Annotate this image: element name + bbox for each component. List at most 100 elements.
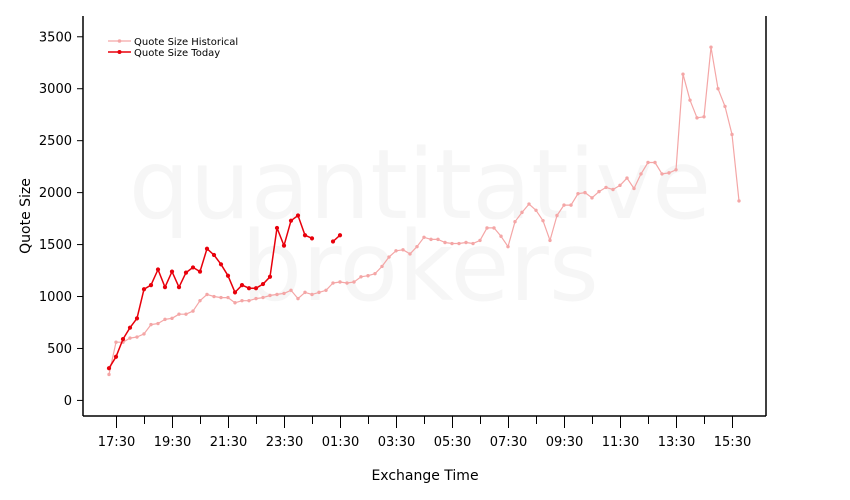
x-tick-label: 23:30	[266, 435, 303, 450]
data-point-historical	[282, 291, 286, 296]
data-point-historical	[142, 332, 146, 336]
data-point-historical	[373, 271, 377, 276]
data-point-historical	[562, 203, 566, 207]
data-point-today	[120, 337, 126, 342]
series-group	[106, 45, 741, 377]
data-point-today	[274, 225, 280, 231]
x-tick-label: 17:30	[98, 435, 135, 450]
y-tick-label: 1000	[39, 290, 72, 305]
data-point-today	[246, 286, 252, 291]
y-tick-label: 2500	[39, 134, 72, 149]
data-point-today	[232, 290, 238, 295]
x-tick-label: 13:30	[658, 435, 695, 450]
data-point-today	[155, 267, 161, 272]
data-point-today	[288, 218, 294, 223]
data-point-historical	[681, 72, 685, 76]
data-point-historical	[135, 335, 139, 339]
data-point-historical	[429, 237, 433, 242]
data-point-historical	[233, 301, 237, 305]
data-point-today	[330, 239, 336, 244]
data-point-historical	[702, 115, 706, 119]
data-point-today	[302, 233, 308, 238]
data-point-historical	[569, 203, 573, 207]
legend-today-marker	[117, 50, 122, 54]
data-point-historical	[310, 292, 314, 297]
data-point-historical	[716, 87, 720, 91]
data-point-today	[225, 273, 231, 278]
data-point-historical	[352, 280, 356, 284]
data-point-historical	[541, 218, 545, 223]
legend-historical-marker	[117, 39, 122, 43]
tick-group: 0 500 1000 1500 2000 2500 3000 3500 17:30 19:30 21…	[39, 30, 751, 450]
data-point-historical	[303, 290, 307, 295]
y-tick-label: 1500	[39, 238, 72, 253]
data-point-today	[197, 269, 203, 274]
data-point-historical	[548, 238, 552, 243]
data-point-historical	[485, 226, 489, 230]
data-point-today	[211, 252, 217, 258]
data-point-historical	[366, 274, 370, 278]
data-point-today	[239, 282, 245, 288]
data-point-historical	[289, 288, 293, 292]
series-line-today	[108, 214, 313, 369]
data-point-historical	[156, 321, 160, 326]
data-point-historical	[660, 172, 664, 176]
y-tick-label: 0	[64, 394, 72, 409]
data-point-historical	[247, 298, 251, 303]
data-point-historical	[674, 168, 678, 172]
data-point-historical	[625, 176, 629, 180]
data-point-historical	[170, 316, 174, 321]
data-point-today	[337, 233, 343, 238]
x-tick-label: 19:30	[154, 435, 191, 450]
data-point-historical	[611, 187, 615, 192]
data-point-historical	[597, 189, 601, 194]
data-point-historical	[688, 98, 692, 102]
data-point-historical	[191, 309, 195, 313]
data-point-today	[253, 286, 259, 291]
data-point-historical	[338, 280, 342, 284]
data-point-historical	[709, 45, 713, 49]
data-point-today	[267, 274, 273, 279]
data-point-historical	[492, 226, 496, 230]
data-point-historical	[380, 264, 384, 269]
data-point-historical	[527, 202, 531, 206]
data-point-historical	[149, 322, 153, 327]
data-point-today	[176, 285, 182, 290]
data-point-historical	[240, 298, 244, 303]
data-point-historical	[653, 160, 657, 165]
data-point-historical	[212, 294, 216, 299]
data-point-today	[183, 270, 189, 275]
data-point-historical	[590, 196, 594, 200]
x-tick-label: 09:30	[546, 435, 583, 450]
data-point-historical	[114, 340, 118, 344]
data-point-today	[134, 316, 140, 321]
data-point-historical	[205, 292, 209, 297]
data-point-today	[127, 325, 133, 330]
data-point-historical	[324, 288, 328, 292]
data-point-today	[190, 265, 196, 270]
x-tick-label: 03:30	[378, 435, 415, 450]
y-tick-label: 2000	[39, 186, 72, 201]
data-point-today	[169, 269, 175, 274]
data-point-historical	[499, 234, 503, 238]
data-point-today	[162, 285, 168, 290]
data-point-historical	[737, 199, 741, 203]
data-point-historical	[695, 116, 699, 120]
data-point-historical	[534, 208, 538, 212]
data-point-historical	[128, 336, 132, 340]
data-point-historical	[422, 235, 426, 239]
data-point-historical	[583, 190, 587, 195]
data-point-today	[295, 213, 301, 218]
series-historical	[107, 45, 741, 377]
data-point-historical	[450, 241, 454, 246]
y-tick-label: 3500	[39, 30, 72, 45]
data-point-historical	[513, 220, 517, 224]
data-point-historical	[576, 191, 580, 196]
legend: Quote Size Historical Quote Size Today	[108, 37, 238, 59]
data-point-historical	[331, 281, 335, 285]
data-point-today	[260, 281, 266, 287]
data-point-historical	[436, 237, 440, 242]
x-axis-title: Exchange Time	[371, 468, 478, 484]
data-point-historical	[618, 183, 622, 188]
